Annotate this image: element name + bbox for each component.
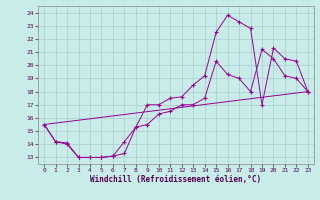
X-axis label: Windchill (Refroidissement éolien,°C): Windchill (Refroidissement éolien,°C) [91,175,261,184]
